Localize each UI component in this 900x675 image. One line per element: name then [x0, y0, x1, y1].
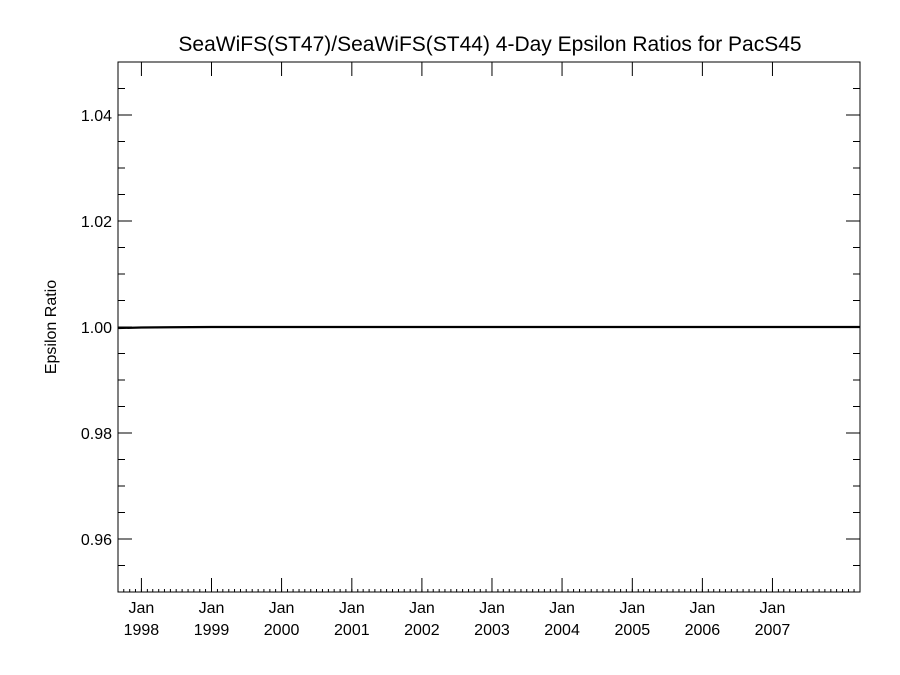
y-tick-label: 1.02	[81, 214, 112, 231]
epsilon-ratio-line	[117, 325, 860, 330]
x-tick-month-label: Jan	[339, 600, 365, 617]
x-tick-month-label: Jan	[269, 600, 295, 617]
x-tick-month-label: Jan	[129, 600, 155, 617]
y-tick-label: 1.04	[81, 108, 112, 125]
x-tick-month-label: Jan	[760, 600, 786, 617]
x-tick-month-label: Jan	[689, 600, 715, 617]
y-tick-label: 1.00	[81, 320, 112, 337]
x-tick-labels: Jan 1998 Jan 1999 Jan 2000 Jan 2001 Jan 2002 Jan 20…	[124, 600, 791, 639]
x-tick-year-label: 2001	[334, 622, 370, 639]
y-tick-label: 0.96	[81, 532, 112, 549]
y-tick-label: 0.98	[81, 426, 112, 443]
x-tick-year-label: 2002	[404, 622, 440, 639]
x-tick-year-label: 2004	[544, 622, 580, 639]
x-tick-month-label: Jan	[409, 600, 435, 617]
x-tick-month-label: Jan	[619, 600, 645, 617]
y-tick-labels: 0.96 0.98 1.00 1.02 1.04	[81, 108, 112, 549]
series-group	[117, 325, 860, 330]
x-tick-year-label: 1998	[124, 622, 160, 639]
x-tick-year-label: 1999	[194, 622, 230, 639]
y-axis-label: Epsilon Ratio	[43, 280, 60, 374]
x-tick-year-label: 2003	[474, 622, 510, 639]
axis-ticks	[118, 62, 860, 592]
x-tick-year-label: 2006	[685, 622, 721, 639]
x-tick-year-label: 2007	[755, 622, 791, 639]
x-tick-year-label: 2000	[264, 622, 300, 639]
x-tick-month-label: Jan	[549, 600, 575, 617]
x-tick-month-label: Jan	[199, 600, 225, 617]
chart-title: SeaWiFS(ST47)/SeaWiFS(ST44) 4-Day Epsilo…	[178, 33, 801, 56]
x-tick-month-label: Jan	[479, 600, 505, 617]
x-tick-year-label: 2005	[615, 622, 651, 639]
